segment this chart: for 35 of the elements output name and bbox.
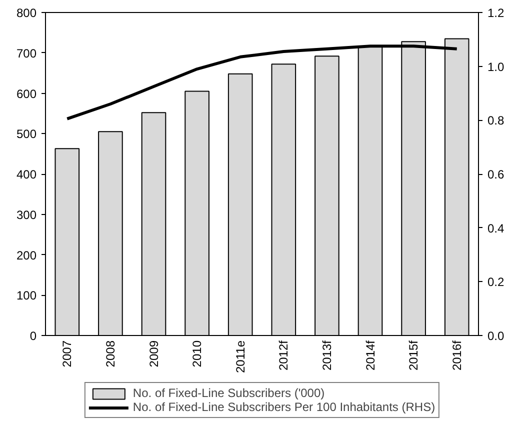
y2-tick-label: 1.0 xyxy=(488,60,505,74)
legend-label: No. of Fixed-Line Subscribers ('000) xyxy=(132,386,325,400)
bar xyxy=(228,73,253,336)
x-tick-label: 2009 xyxy=(146,340,161,368)
y2-tick-label: 0.2 xyxy=(488,275,505,290)
y2-tick-label: 0.0 xyxy=(488,329,505,343)
bar xyxy=(184,90,210,336)
y-tick-label: 600 xyxy=(16,86,37,101)
x-tick-label: 2013f xyxy=(320,340,334,371)
x-tick-label: 2012f xyxy=(276,340,291,371)
y2-tick-label: 0.6 xyxy=(488,168,505,182)
bar xyxy=(54,148,80,336)
legend-label: No. of Fixed-Line Subscribers Per 100 Inhabitants (RHS) xyxy=(132,400,436,414)
y2-tick-label: 1.2 xyxy=(488,6,505,20)
x-tick-label: 2010 xyxy=(190,340,204,368)
x-tick-label: 2014f xyxy=(363,340,378,371)
bar xyxy=(141,112,166,336)
y-tick-label: 400 xyxy=(16,168,37,182)
y-tick-label: 100 xyxy=(16,288,37,303)
y-tick-label: 500 xyxy=(16,127,37,142)
bar xyxy=(314,56,340,336)
y-tick-label: 700 xyxy=(16,46,37,60)
y-tick-label: 800 xyxy=(16,6,37,20)
x-tick-label: 2015f xyxy=(406,340,421,371)
y2-tick-label: 0.4 xyxy=(488,221,505,236)
x-tick-label: 2016f xyxy=(450,340,464,371)
x-tick-label: 2008 xyxy=(103,340,118,368)
bar xyxy=(271,64,296,336)
y-tick-label: 200 xyxy=(16,248,37,262)
x-tick-label: 2007 xyxy=(60,340,74,368)
y-tick-label: 0 xyxy=(30,329,37,343)
y-tick-label: 300 xyxy=(16,208,37,222)
bar xyxy=(98,131,123,336)
x-tick-label: 2011e xyxy=(233,340,248,373)
y2-tick-label: 0.8 xyxy=(488,114,505,128)
